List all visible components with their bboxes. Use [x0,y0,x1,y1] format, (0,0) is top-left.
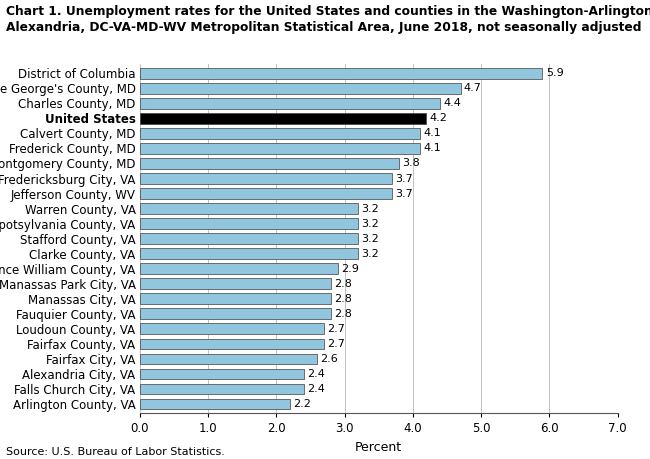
Bar [140,399,290,409]
Bar [140,218,358,229]
Bar [140,369,304,380]
Bar [140,248,358,259]
Text: 3.7: 3.7 [396,174,413,184]
Text: 3.2: 3.2 [361,234,380,244]
Bar [140,113,426,124]
Text: 3.2: 3.2 [361,249,380,259]
Text: 2.9: 2.9 [341,264,359,274]
Bar [140,188,392,199]
Bar [140,83,460,94]
Bar [140,324,324,334]
Text: 3.2: 3.2 [361,204,380,213]
X-axis label: Percent: Percent [355,441,402,453]
Text: 2.7: 2.7 [328,324,345,334]
Bar [140,98,440,109]
Bar [140,263,338,274]
Bar [140,339,324,349]
Bar [140,353,317,364]
Text: 4.1: 4.1 [423,144,441,153]
Text: 3.2: 3.2 [361,218,380,229]
Text: 2.7: 2.7 [328,339,345,349]
Bar [140,233,358,244]
Bar [140,128,420,139]
Text: 2.4: 2.4 [307,384,325,394]
Text: 2.2: 2.2 [293,399,311,409]
Text: 3.7: 3.7 [396,189,413,199]
Bar [140,158,399,169]
Text: Chart 1. Unemployment rates for the United States and counties in the Washington: Chart 1. Unemployment rates for the Unit… [6,5,650,34]
Bar [140,173,392,184]
Bar [140,278,331,289]
Bar [140,308,331,319]
Text: 4.1: 4.1 [423,129,441,139]
Bar [140,293,331,304]
Text: 3.8: 3.8 [402,158,421,168]
Text: 2.8: 2.8 [334,294,352,304]
Text: 2.4: 2.4 [307,369,325,379]
Text: 2.6: 2.6 [320,354,339,364]
Text: 5.9: 5.9 [546,68,564,78]
Text: 4.7: 4.7 [464,84,482,93]
Bar [140,203,358,214]
Text: 2.8: 2.8 [334,309,352,319]
Bar [140,384,304,394]
Text: 2.8: 2.8 [334,279,352,289]
Text: Source: U.S. Bureau of Labor Statistics.: Source: U.S. Bureau of Labor Statistics. [6,447,226,457]
Bar [140,143,420,154]
Text: 4.4: 4.4 [443,98,461,108]
Bar [140,68,542,78]
Text: 4.2: 4.2 [430,113,448,123]
